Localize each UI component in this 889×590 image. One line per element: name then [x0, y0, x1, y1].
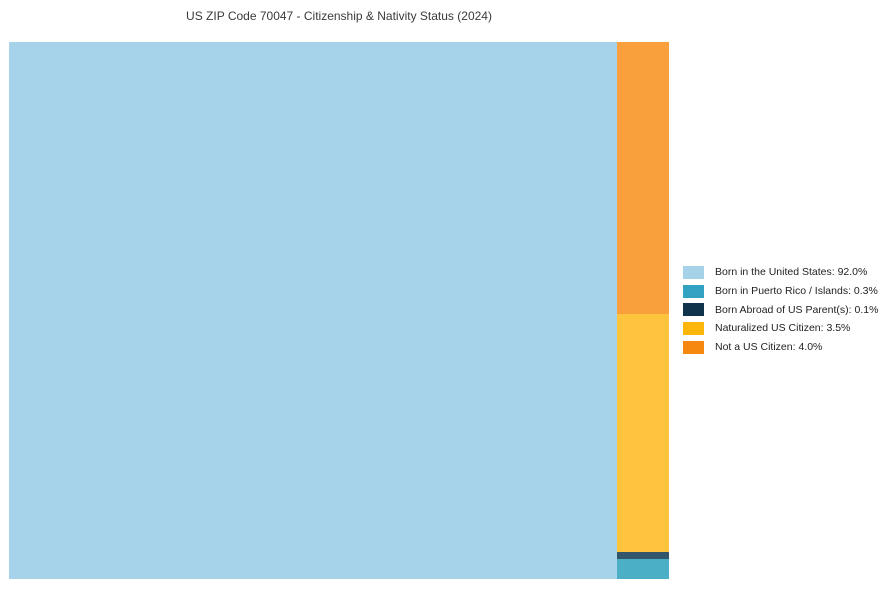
legend-item-naturalized-us-citizen: Naturalized US Citizen: 3.5%: [683, 319, 878, 338]
legend-swatch-born-abroad-of-us-parent-s: [683, 303, 704, 317]
legend-item-not-a-us-citizen: Not a US Citizen: 4.0%: [683, 338, 878, 357]
legend-label-born-abroad-of-us-parent-s: Born Abroad of US Parent(s): 0.1%: [715, 303, 879, 316]
legend-label-born-in-puerto-rico-islands: Born in Puerto Rico / Islands: 0.3%: [715, 285, 878, 298]
treemap-rect-naturalized-us-citizen: [616, 313, 669, 552]
treemap: [9, 42, 669, 579]
legend-item-born-in-puerto-rico-islands: Born in Puerto Rico / Islands: 0.3%: [683, 282, 878, 301]
legend-label-not-a-us-citizen: Not a US Citizen: 4.0%: [715, 341, 823, 354]
treemap-rect-not-a-us-citizen: [616, 42, 669, 314]
legend-label-naturalized-us-citizen: Naturalized US Citizen: 3.5%: [715, 322, 851, 335]
legend-swatch-not-a-us-citizen: [683, 340, 704, 354]
legend: Born in the United States: 92.0% Born in …: [683, 263, 878, 356]
legend-swatch-naturalized-us-citizen: [683, 321, 704, 335]
legend-item-born-in-the-united-states: Born in the United States: 92.0%: [683, 263, 878, 282]
chart-title: US ZIP Code 70047 - Citizenship & Nativi…: [186, 9, 492, 23]
treemap-rect-born-in-the-united-states: [9, 42, 617, 579]
legend-swatch-born-in-the-united-states: [683, 265, 704, 279]
treemap-rect-born-in-puerto-rico-islands: [616, 558, 669, 579]
legend-label-born-in-the-united-states: Born in the United States: 92.0%: [715, 266, 868, 279]
treemap-rect-born-abroad-of-us-parent-s: [616, 551, 669, 559]
legend-item-born-abroad-of-us-parent-s: Born Abroad of US Parent(s): 0.1%: [683, 300, 878, 319]
legend-swatch-born-in-puerto-rico-islands: [683, 284, 704, 298]
